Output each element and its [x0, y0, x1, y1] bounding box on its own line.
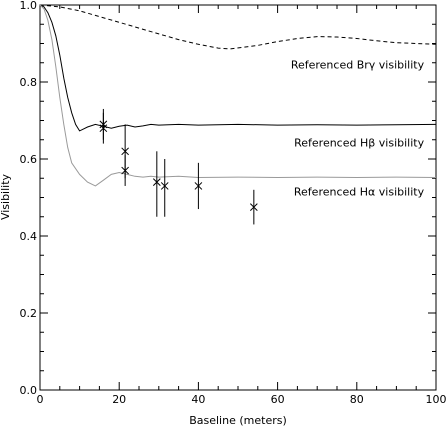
point-marker	[152, 178, 161, 186]
data-points	[99, 108, 258, 225]
point-marker	[160, 182, 169, 190]
annotation-3: Referenced Hα visibility	[294, 186, 425, 199]
x-axis-title: Baseline (meters)	[189, 414, 287, 427]
x-tick-label: 60	[271, 393, 285, 406]
series-lines	[39, 4, 437, 187]
data-point	[194, 162, 203, 210]
x-tick-label: 0	[37, 393, 44, 406]
y-tick-label: 0.8	[20, 76, 38, 89]
point-marker	[121, 166, 129, 175]
annotations: Referenced Brγ visibility Referenced Hβ v…	[291, 59, 425, 199]
y-axis-title: Visibility	[0, 173, 12, 220]
point-marker	[99, 120, 108, 129]
x-tick-label: 20	[112, 393, 126, 406]
point-marker	[121, 147, 129, 156]
series-line-2	[39, 4, 437, 132]
x-tick-label: 80	[350, 393, 364, 406]
y-axis: 0.0 0.2 0.4 0.6 0.8 1.0	[20, 0, 436, 397]
point-marker	[194, 182, 203, 190]
x-axis: 0 20 40 60 80 100	[37, 5, 447, 406]
y-tick-label: 0.2	[20, 307, 38, 320]
series-line-1	[39, 4, 437, 50]
x-tick-label: 40	[191, 393, 205, 406]
y-tick-label: 0.0	[20, 384, 38, 397]
data-point	[99, 108, 108, 140]
point-marker	[249, 203, 258, 211]
y-tick-label: 1.0	[20, 0, 38, 12]
data-point	[152, 151, 161, 217]
data-point	[160, 159, 169, 217]
data-point	[121, 155, 129, 186]
annotation-2: Referenced Hβ visibility	[294, 137, 424, 150]
y-tick-label: 0.6	[20, 153, 38, 166]
annotation-1: Referenced Brγ visibility	[291, 59, 425, 72]
x-tick-label: 100	[426, 393, 447, 406]
data-point	[249, 189, 258, 225]
series-line-3	[39, 4, 437, 187]
y-tick-label: 0.4	[20, 230, 38, 243]
